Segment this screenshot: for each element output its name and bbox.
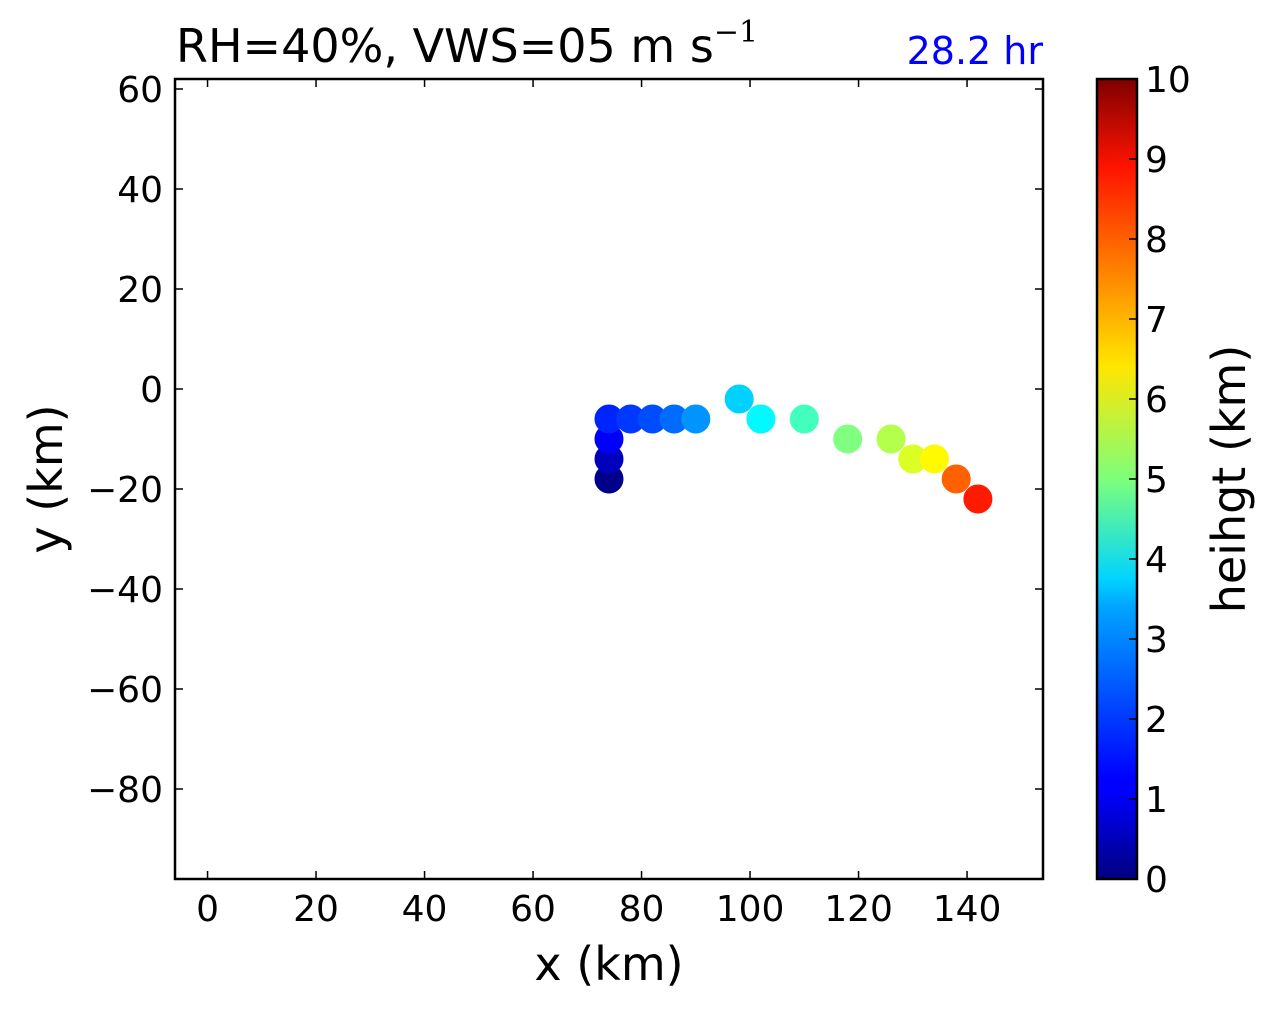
- colorbar-tick-label: 8: [1145, 220, 1168, 261]
- colorbar-label: heihgt (km): [1202, 345, 1256, 614]
- y-tick-label: −20: [87, 470, 163, 511]
- colorbar-tick-label: 10: [1145, 60, 1191, 101]
- chart-title-main: RH=40%, VWS=05 m s: [176, 19, 714, 73]
- colorbar-tick-label: 5: [1145, 460, 1168, 501]
- x-axis-ticks: 0 20 40 60 80 100 120 140: [196, 79, 1001, 930]
- x-tick-label: 20: [293, 889, 339, 930]
- colorbar-tick-label: 6: [1145, 380, 1168, 421]
- data-point: [833, 424, 863, 454]
- colorbar-tick-label: 0: [1145, 860, 1168, 901]
- colorbar-tick-label: 2: [1145, 700, 1168, 741]
- data-point: [681, 404, 711, 434]
- y-tick-label: −80: [87, 770, 163, 811]
- colorbar-tick-label: 4: [1145, 540, 1168, 581]
- y-axis-label: y (km): [19, 404, 73, 553]
- x-tick-label: 80: [619, 889, 665, 930]
- data-point: [920, 444, 949, 474]
- x-tick-label: 40: [402, 889, 448, 930]
- colorbar-tick-label: 7: [1145, 300, 1168, 341]
- plot-frame: [173, 77, 1045, 881]
- x-tick-label: 0: [196, 889, 219, 930]
- x-tick-label: 140: [933, 889, 1002, 930]
- chart-title-superscript: −1: [714, 15, 758, 50]
- x-tick-label: 100: [716, 889, 785, 930]
- x-axis-label: x (km): [534, 937, 683, 991]
- y-tick-label: 20: [117, 270, 163, 311]
- colorbar-tick-label: 3: [1145, 620, 1168, 661]
- y-tick-label: −40: [87, 570, 163, 611]
- data-point: [789, 404, 819, 434]
- x-tick-label: 120: [824, 889, 893, 930]
- colorbar-tick-label: 9: [1145, 140, 1168, 181]
- data-point: [876, 424, 906, 454]
- data-point: [941, 464, 971, 494]
- y-tick-label: 60: [117, 70, 163, 111]
- colorbar-ticks: 0 1 2 3 4 5 6 7 8 9 10: [1129, 60, 1191, 901]
- y-tick-label: −60: [87, 670, 163, 711]
- y-axis-ticks: 60 40 20 0 −20 −40 −60 −80: [87, 70, 1043, 811]
- points-layer: [594, 384, 993, 514]
- y-tick-label: 40: [117, 170, 163, 211]
- colorbar: 0 1 2 3 4 5 6 7 8 9 10 heihgt (km): [1095, 60, 1256, 901]
- data-point: [724, 384, 754, 414]
- data-point: [963, 484, 993, 514]
- plot-area: 0 20 40 60 80 100 120 140 60 40 20 0 −20 −40 −60 −80: [87, 70, 1045, 930]
- colorbar-tick-label: 1: [1145, 780, 1168, 821]
- time-label: 28.2 hr: [907, 29, 1044, 73]
- y-tick-label: 0: [140, 370, 163, 411]
- x-tick-label: 60: [510, 889, 556, 930]
- chart-title: RH=40%, VWS=05 m s−1: [176, 15, 758, 73]
- data-point: [746, 404, 776, 434]
